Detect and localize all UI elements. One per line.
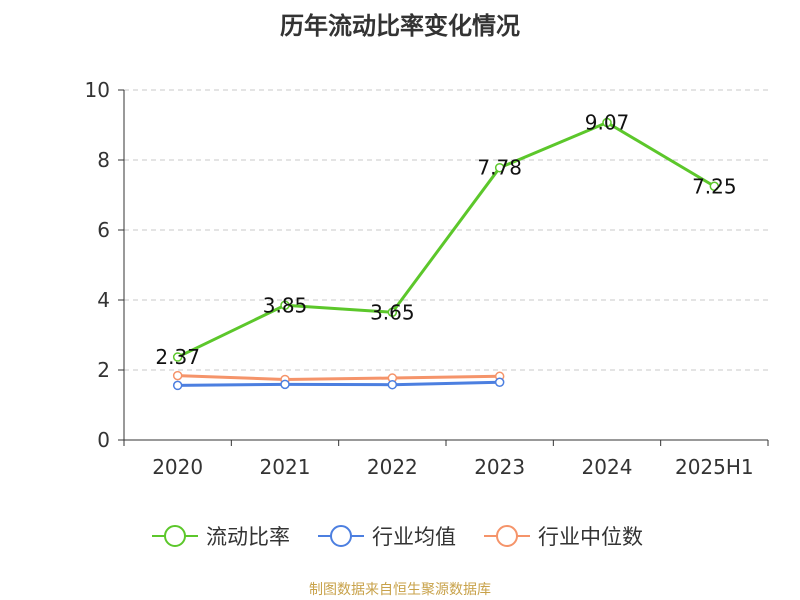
chart-title: 历年流动比率变化情况	[280, 12, 520, 40]
legend-label: 流动比率	[206, 525, 290, 549]
data-point	[494, 162, 505, 173]
legend[interactable]: 流动比率 行业均值 行业中位数	[152, 525, 643, 549]
x-tick-label: 2022	[367, 455, 418, 479]
legend-item[interactable]: 行业均值	[318, 525, 456, 549]
y-tick-label: 2	[97, 358, 110, 382]
y-tick-label: 8	[97, 148, 110, 172]
legend-circle-icon	[496, 525, 518, 547]
y-tick-label: 0	[97, 428, 110, 452]
legend-label: 行业中位数	[538, 525, 643, 549]
series-line	[177, 380, 500, 387]
legend-item[interactable]: 行业中位数	[484, 525, 643, 549]
series-layer	[172, 117, 720, 391]
legend-circle-icon	[164, 525, 186, 547]
axis-layer: 0 2 4 6 8 10 2020 2021 2022 2023 2024 2025H1	[85, 78, 769, 479]
data-point	[172, 352, 183, 362]
x-tick-label: 2021	[260, 455, 311, 479]
data-label: 7.78	[477, 156, 522, 180]
x-tick-label: 2023	[474, 455, 525, 479]
data-point	[602, 117, 612, 128]
data-point	[387, 307, 398, 317]
data-point	[172, 370, 183, 381]
x-tick-label: 2025H1	[675, 455, 754, 479]
data-label: 9.07	[585, 111, 630, 135]
data-point	[709, 181, 720, 191]
y-tick-label: 10	[85, 78, 110, 102]
y-tick-label: 4	[97, 288, 110, 312]
x-tick-label: 2024	[582, 455, 633, 479]
data-point	[280, 300, 290, 310]
data-label: 2.37	[155, 345, 200, 369]
data-point	[387, 379, 398, 390]
data-label: 7.25	[692, 174, 737, 198]
series-line	[177, 374, 500, 381]
legend-label: 行业均值	[372, 525, 456, 549]
grid-layer	[124, 89, 768, 371]
y-tick-label: 6	[97, 218, 110, 242]
data-point	[494, 377, 505, 387]
x-tick-label: 2020	[152, 455, 203, 479]
data-point	[172, 380, 183, 391]
series-line	[177, 121, 716, 359]
data-label-layer: 2.37 3.85 3.65 7.78 9.07 7.25	[155, 111, 737, 369]
legend-circle-icon	[330, 525, 352, 547]
data-label: 3.85	[263, 293, 308, 317]
data-point	[280, 379, 290, 390]
data-label: 3.65	[370, 300, 415, 324]
legend-item[interactable]: 流动比率	[152, 525, 290, 549]
source-note: 制图数据来自恒生聚源数据库	[309, 582, 491, 598]
